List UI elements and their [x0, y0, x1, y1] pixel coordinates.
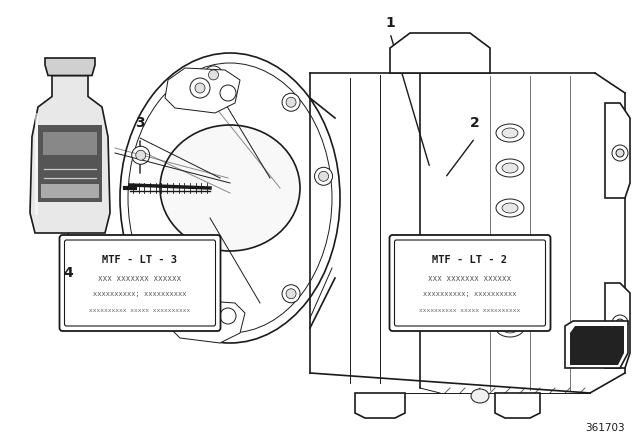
Polygon shape — [165, 68, 240, 113]
Text: xxx xxxxxxx xxxxxx: xxx xxxxxxx xxxxxx — [428, 274, 511, 283]
Text: MTF - LT - 2: MTF - LT - 2 — [433, 254, 508, 265]
Polygon shape — [310, 73, 625, 393]
Circle shape — [220, 85, 236, 101]
Circle shape — [195, 315, 205, 325]
Circle shape — [195, 83, 205, 93]
Circle shape — [190, 78, 210, 98]
Polygon shape — [38, 125, 102, 202]
FancyBboxPatch shape — [41, 184, 99, 198]
Ellipse shape — [496, 124, 524, 142]
Text: 361703: 361703 — [586, 423, 625, 433]
Ellipse shape — [496, 199, 524, 217]
Text: xxxxxxxxxx; xxxxxxxxxx: xxxxxxxxxx; xxxxxxxxxx — [93, 291, 187, 297]
Circle shape — [143, 255, 153, 266]
Circle shape — [205, 312, 223, 330]
Ellipse shape — [496, 319, 524, 337]
Ellipse shape — [160, 125, 300, 251]
Text: 1: 1 — [385, 16, 395, 30]
Polygon shape — [605, 283, 630, 368]
Ellipse shape — [496, 284, 524, 302]
Ellipse shape — [502, 288, 518, 298]
Text: 4: 4 — [63, 266, 73, 280]
FancyBboxPatch shape — [390, 235, 550, 331]
Circle shape — [314, 167, 333, 185]
Ellipse shape — [502, 323, 518, 333]
Text: MTF - LT - 3: MTF - LT - 3 — [102, 254, 177, 265]
Circle shape — [616, 149, 624, 157]
Circle shape — [319, 171, 328, 181]
Ellipse shape — [502, 128, 518, 138]
Ellipse shape — [496, 159, 524, 177]
Circle shape — [616, 319, 624, 327]
Text: xxx xxxxxxx xxxxxx: xxx xxxxxxx xxxxxx — [99, 274, 182, 283]
Polygon shape — [565, 321, 628, 368]
Circle shape — [132, 146, 150, 164]
Ellipse shape — [502, 163, 518, 173]
Polygon shape — [170, 300, 245, 343]
FancyBboxPatch shape — [43, 132, 97, 155]
Circle shape — [286, 289, 296, 299]
Circle shape — [282, 93, 300, 111]
Circle shape — [612, 145, 628, 161]
Circle shape — [209, 70, 218, 80]
Polygon shape — [605, 103, 630, 198]
Polygon shape — [570, 326, 624, 365]
Text: xxxxxxxxxx; xxxxxxxxxx: xxxxxxxxxx; xxxxxxxxxx — [423, 291, 516, 297]
Circle shape — [220, 308, 236, 324]
Polygon shape — [495, 393, 540, 418]
Circle shape — [286, 97, 296, 107]
Text: xxxxxxxxxx xxxxx xxxxxxxxxx: xxxxxxxxxx xxxxx xxxxxxxxxx — [90, 307, 191, 313]
Circle shape — [205, 66, 223, 84]
Ellipse shape — [502, 248, 518, 258]
Ellipse shape — [120, 53, 340, 343]
Text: xxxxxxxxxx xxxxx xxxxxxxxxx: xxxxxxxxxx xxxxx xxxxxxxxxx — [419, 307, 520, 313]
Circle shape — [190, 310, 210, 330]
Polygon shape — [45, 58, 95, 76]
Ellipse shape — [496, 244, 524, 262]
Circle shape — [136, 150, 146, 160]
Polygon shape — [355, 393, 405, 418]
Circle shape — [612, 315, 628, 331]
Ellipse shape — [471, 389, 489, 403]
Circle shape — [282, 285, 300, 303]
Ellipse shape — [502, 203, 518, 213]
Polygon shape — [30, 76, 110, 233]
FancyBboxPatch shape — [60, 235, 221, 331]
Text: 2: 2 — [470, 116, 480, 130]
Circle shape — [139, 251, 157, 270]
Circle shape — [209, 316, 218, 326]
Polygon shape — [390, 33, 490, 73]
Text: 3: 3 — [135, 116, 145, 130]
